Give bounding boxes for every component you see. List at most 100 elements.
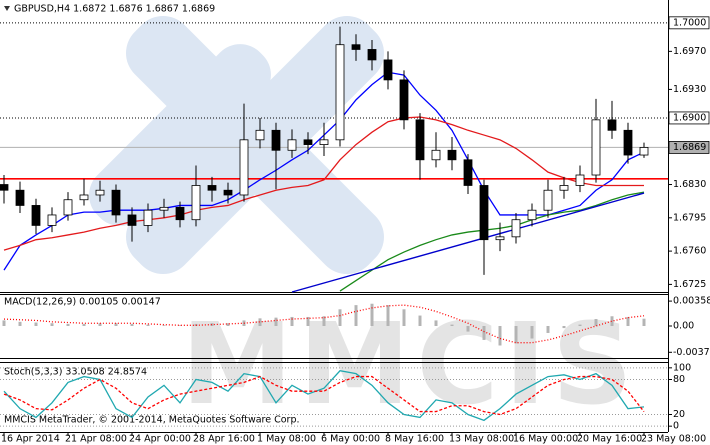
histogram-bar: [370, 303, 374, 326]
candle-body: [79, 194, 89, 201]
candle-body: [127, 214, 137, 226]
price-label-box: [668, 141, 710, 154]
histogram-bar: [98, 323, 102, 326]
price-label-box: [668, 111, 710, 125]
y-tick-label: 80: [673, 374, 685, 385]
candle-body: [447, 149, 457, 161]
frame: [0, 0, 669, 433]
candle-body: [31, 205, 41, 226]
histogram-bar: [306, 316, 310, 326]
price-label: 1.6869: [673, 142, 706, 153]
histogram-bar: [114, 323, 118, 326]
candle-body: [431, 149, 441, 161]
histogram-bar: [594, 319, 598, 326]
candle-body: [0, 184, 9, 191]
x-tick-label: 24 Apr 00:00: [129, 434, 191, 445]
y-tick-label: 1.6970: [673, 46, 706, 57]
stoch-line: [3, 370, 645, 422]
candle-body: [319, 139, 329, 145]
histogram-bar: [626, 316, 630, 326]
candle-body: [335, 44, 345, 141]
price-label: 1.7000: [673, 17, 706, 28]
candle-body: [367, 49, 377, 61]
candle-body: [399, 79, 409, 121]
candle-body: [287, 139, 297, 151]
histogram-bar: [450, 324, 454, 326]
candle-body: [543, 189, 553, 211]
histogram-bar: [82, 323, 86, 326]
histogram-bar: [466, 326, 470, 332]
histogram-bar: [162, 325, 166, 326]
x-tick-label: 16 May 00:00: [513, 434, 578, 445]
price-label: 1.6900: [673, 112, 706, 123]
candle-body: [191, 185, 201, 221]
x-tick-label: 1 May 08:00: [257, 434, 316, 445]
histogram-bar: [546, 326, 550, 333]
candle-body: [383, 59, 393, 81]
candle-body: [239, 139, 249, 196]
candle-body: [479, 185, 489, 241]
y-tick-label: -0.00378: [673, 347, 710, 358]
y-tick-label: 1.6930: [673, 84, 706, 95]
y-tick-label: 20: [673, 409, 685, 420]
histogram-bar: [610, 316, 614, 326]
histogram-bar: [434, 320, 438, 326]
candle-body: [143, 209, 153, 226]
candle-body: [559, 185, 569, 191]
candle-body: [175, 206, 185, 221]
x-tick-label: 8 May 16:00: [385, 434, 444, 445]
histogram-bar: [418, 315, 422, 326]
x-tick-label: 6 May 00:00: [321, 434, 380, 445]
histogram-bar: [130, 323, 134, 326]
candle-body: [63, 199, 73, 216]
candle-body: [463, 159, 473, 186]
histogram-bar: [50, 323, 54, 326]
histogram-bar: [338, 309, 342, 326]
candle-body: [591, 119, 601, 176]
candle-body: [351, 44, 361, 50]
histogram-bar: [34, 322, 38, 326]
candle-body: [159, 206, 169, 211]
histogram-bar: [226, 323, 230, 326]
histogram-bar: [578, 324, 582, 326]
histogram-bar: [66, 323, 70, 326]
candle-body: [415, 119, 425, 161]
trendline: [291, 192, 645, 293]
candle-body: [207, 185, 217, 191]
y-tick-label: 100: [673, 362, 691, 373]
histogram-bar: [402, 309, 406, 326]
candle-body: [271, 129, 281, 151]
y-tick-label: 1.6795: [673, 212, 706, 223]
price-label-box: [668, 16, 710, 30]
x-tick-label: 28 Apr 16:00: [193, 434, 255, 445]
candle-body: [15, 189, 25, 206]
y-tick-label: 0.00358: [673, 296, 710, 307]
histogram-bar: [274, 317, 278, 326]
histogram-bar: [210, 323, 214, 326]
stoch-line: [3, 375, 645, 416]
candle-body: [95, 189, 105, 196]
moving-average: [3, 116, 644, 251]
x-tick-label: 20 May 16:00: [577, 434, 642, 445]
candle-body: [575, 174, 585, 186]
y-tick-label: 1.6830: [673, 179, 706, 190]
histogram-bar: [354, 305, 358, 326]
candle-body: [623, 129, 633, 156]
candle-body: [111, 189, 121, 216]
candle-body: [527, 209, 537, 221]
histogram-bar: [514, 326, 518, 344]
candle-body: [223, 189, 233, 196]
candle-body: [511, 219, 521, 238]
candle-body: [255, 129, 265, 141]
histogram-bar: [482, 326, 486, 340]
candle-body: [47, 214, 57, 226]
copyright: MMCIS MetaTrader, © 2001-2014, MetaQuote…: [4, 415, 300, 426]
moving-average: [339, 191, 645, 292]
indicator-title: Stoch(5,3,3) 33.0508 24.8574: [4, 367, 147, 378]
histogram-bar: [530, 326, 534, 339]
indicator-title: MACD(12,26,9) 0.00105 0.00147: [4, 297, 161, 308]
candle-body: [607, 119, 617, 131]
candle-body: [303, 139, 313, 145]
y-tick-label: 1.6760: [673, 246, 706, 257]
